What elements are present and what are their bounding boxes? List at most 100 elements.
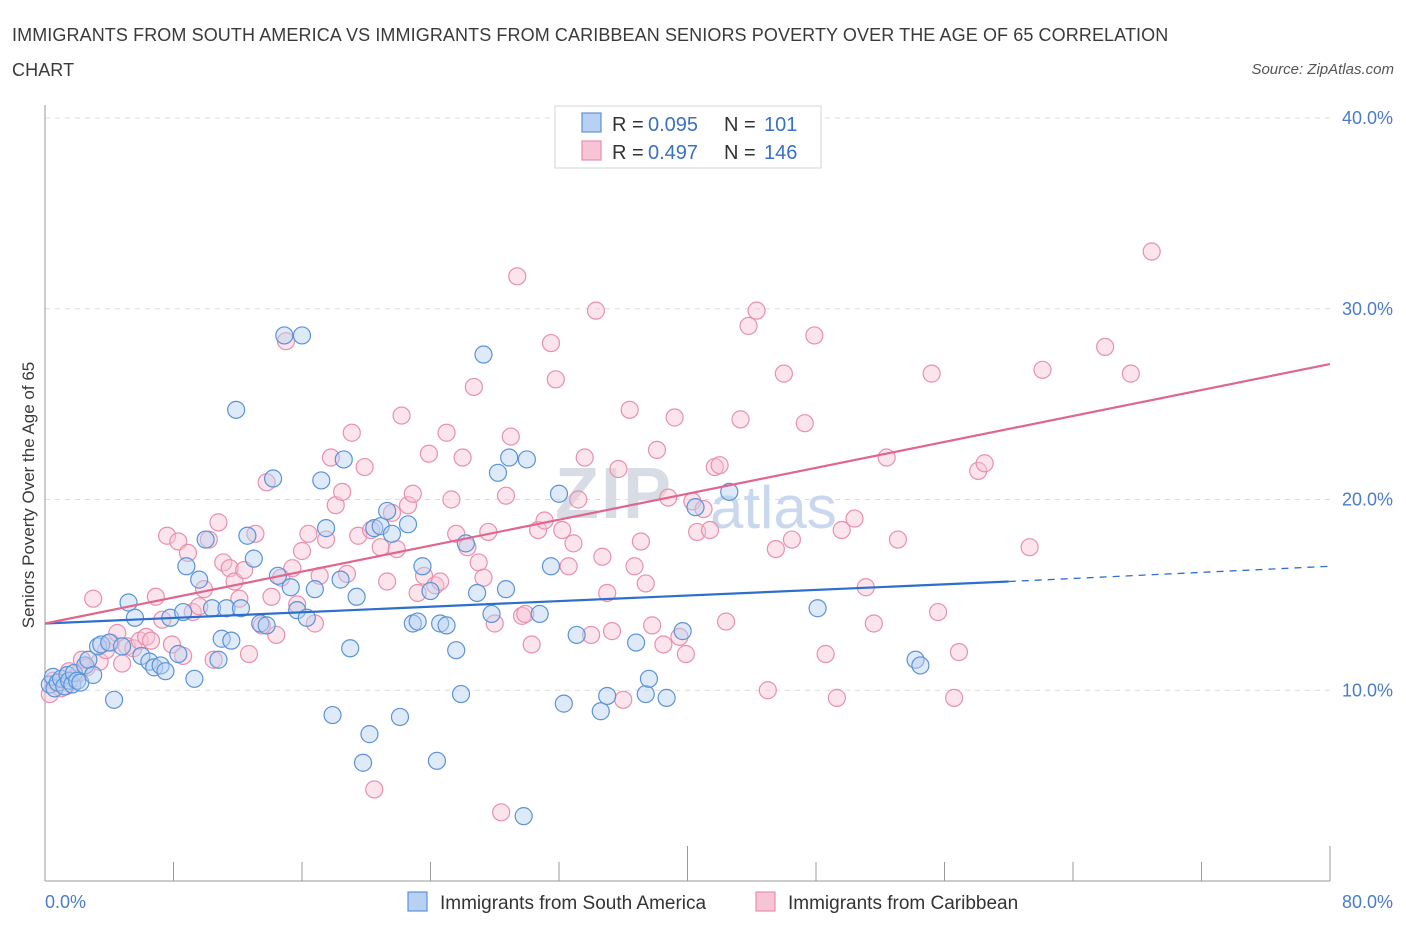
caribbean-point-61	[361, 520, 381, 540]
y-tick-labels: 10.0% 20.0% 30.0% 40.0%	[1342, 108, 1393, 700]
bottom-legend-label-1: Immigrants from South America	[440, 893, 707, 914]
caribbean-point-10	[84, 589, 103, 608]
south-america-point-32	[190, 570, 209, 589]
caribbean-point-153	[1142, 242, 1161, 261]
caribbean-point-27	[178, 543, 198, 563]
caribbean-point-43	[262, 587, 281, 606]
south-america-point-80	[482, 604, 501, 624]
south-america-point-66	[390, 707, 410, 727]
south-america-point-75	[447, 641, 466, 660]
x-tick-label-0: 0.0%	[45, 892, 86, 912]
south-america-point-39	[227, 400, 246, 419]
caribbean-point-101	[582, 625, 601, 645]
caribbean-point-74	[431, 572, 450, 591]
caribbean-point-149	[1020, 538, 1039, 557]
caribbean-point-105	[602, 622, 622, 641]
south-america-point-67	[398, 515, 418, 534]
caribbean-point-137	[832, 520, 851, 540]
caribbean-point-145	[945, 688, 964, 707]
caribbean-point-103	[593, 547, 612, 566]
legend-r-value-1: 0.095	[648, 114, 698, 136]
caribbean-point-66	[387, 539, 406, 559]
caribbean-point-99	[569, 490, 588, 509]
south-america-point-85	[517, 450, 536, 469]
south-america-point-56	[331, 570, 350, 589]
caribbean-point-87	[501, 427, 520, 446]
caribbean-point-23	[157, 526, 177, 545]
caribbean-point-100	[575, 448, 594, 467]
x-tick-labels: 0.0% 80.0%	[45, 892, 1393, 912]
south-america-point-21	[125, 608, 145, 627]
legend-n-value-1: 101	[764, 114, 797, 136]
caribbean-point-68	[398, 496, 418, 515]
series-legend: Immigrants from South America Immigrants…	[407, 891, 1018, 914]
caribbean-point-91	[522, 635, 541, 654]
south-america-point-54	[316, 519, 336, 538]
south-america-point-45	[263, 469, 283, 488]
caribbean-point-132	[782, 530, 802, 549]
legend-swatch-pink	[581, 140, 602, 161]
trend-line-caribbean	[44, 362, 1331, 625]
south-america-point-10	[68, 671, 87, 690]
south-america-point-60	[353, 753, 373, 772]
caribbean-point-35	[220, 559, 239, 578]
south-america-point-48	[281, 578, 300, 597]
south-america-point-69	[408, 612, 427, 631]
south-america-point-31	[185, 669, 204, 688]
caribbean-point-116	[665, 408, 684, 427]
caribbean-point-85	[492, 803, 511, 822]
stats-legend: R = 0.095 N = 101 R = 0.497 N = 146	[554, 105, 822, 169]
caribbean-point-56	[333, 482, 352, 501]
x-tick-label-1: 80.0%	[1342, 892, 1393, 912]
south-america-point-94	[636, 684, 655, 704]
caribbean-point-95	[546, 370, 565, 389]
south-america-point-91	[591, 702, 610, 721]
bottom-legend-label-2: Immigrants from Caribbean	[788, 893, 1018, 914]
caribbean-point-147	[969, 461, 988, 480]
caribbean-point-104	[598, 583, 617, 603]
caribbean-point-102	[586, 301, 606, 320]
caribbean-point-96	[553, 520, 572, 540]
south-america-point-76	[451, 684, 471, 704]
caribbean-point-124	[710, 456, 729, 475]
south-america-point-49	[288, 601, 307, 620]
caribbean-point-129	[758, 681, 777, 700]
caribbean-point-39	[239, 644, 259, 664]
caribbean-point-88	[508, 267, 527, 286]
caribbean-point-62	[365, 780, 384, 799]
south-america-point-95	[639, 669, 659, 688]
south-america-point-52	[305, 580, 324, 599]
south-america-point-81	[488, 463, 508, 482]
caribbean-point-138	[845, 509, 864, 528]
south-america-point-88	[549, 484, 569, 503]
caribbean-point-84	[485, 614, 504, 633]
south-america-point-70	[413, 557, 432, 576]
caribbean-point-151	[1096, 337, 1115, 356]
caribbean-point-20	[141, 631, 161, 650]
south-america-point-59	[347, 587, 366, 606]
south-america-point-14	[84, 665, 103, 685]
south-america-point-28	[169, 644, 188, 664]
caribbean-point-49	[292, 541, 312, 561]
legend-r-label-2: R =	[612, 142, 644, 164]
south-america-point-98	[686, 498, 705, 517]
south-america-point-74	[437, 616, 456, 635]
south-america-point-26	[156, 662, 175, 681]
south-america-point-44	[257, 616, 276, 635]
caribbean-point-118	[676, 644, 695, 664]
caribbean-point-63	[371, 538, 390, 557]
caribbean-point-72	[419, 444, 438, 463]
south-america-point-33	[196, 530, 215, 549]
caribbean-point-112	[643, 616, 662, 635]
caribbean-point-86	[496, 486, 516, 505]
caribbean-point-110	[631, 532, 651, 551]
south-america-point-58	[341, 639, 360, 658]
y-tick-label-3: 40.0%	[1342, 108, 1393, 128]
caribbean-point-78	[453, 448, 472, 467]
south-america-point-73	[431, 614, 450, 633]
south-america-point-71	[421, 581, 440, 601]
south-america-point-40	[231, 599, 251, 618]
legend-n-value-2: 146	[764, 142, 797, 164]
south-america-point-24	[145, 658, 164, 677]
south-america-point-50	[292, 326, 312, 345]
